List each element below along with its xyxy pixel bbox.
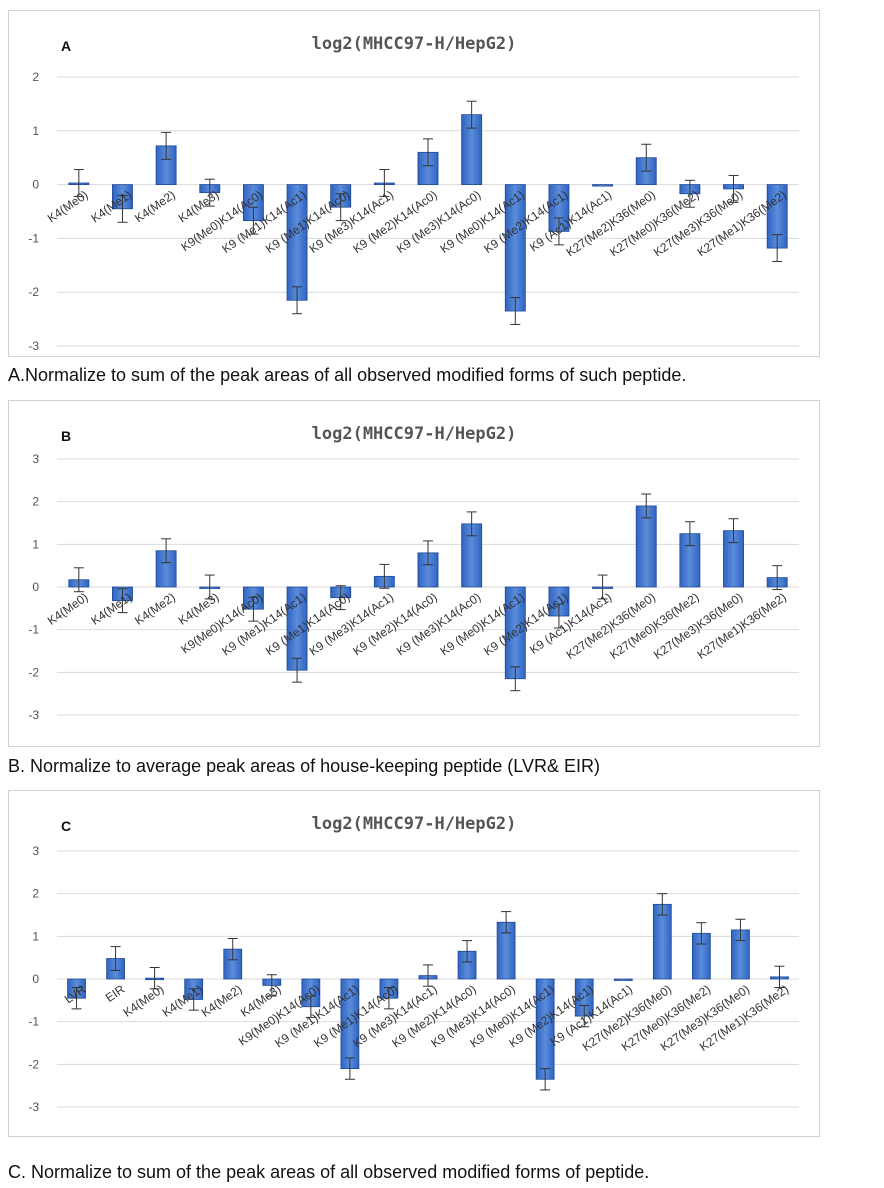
x-tick-label: K4(Me2) <box>199 982 245 1020</box>
y-tick-label: -2 <box>28 1057 39 1071</box>
x-tick-label: K4(Me1) <box>160 982 206 1020</box>
y-tick-label: 2 <box>32 70 39 84</box>
y-tick-label: -2 <box>28 665 39 679</box>
y-tick-label: -3 <box>28 1100 39 1114</box>
chart-title: log2(MHCC97-H/HepG2) <box>312 814 517 834</box>
y-tick-label: -1 <box>28 231 39 245</box>
bar <box>613 978 633 981</box>
chart-title: log2(MHCC97-H/HepG2) <box>312 34 517 54</box>
panel-letter: B <box>61 428 71 444</box>
y-tick-label: 1 <box>32 124 39 138</box>
y-tick-label: 2 <box>32 495 39 509</box>
y-tick-label: -2 <box>28 285 39 299</box>
y-tick-label: 0 <box>32 178 39 192</box>
y-tick-label: -1 <box>28 1015 39 1029</box>
x-tick-label: K4(Me0) <box>45 188 91 226</box>
y-tick-label: 2 <box>32 887 39 901</box>
y-tick-label: 3 <box>32 452 39 466</box>
x-tick-label: K4(Me0) <box>45 590 91 628</box>
x-tick-label: K4(Me2) <box>132 188 178 226</box>
panel-letter: C <box>61 818 71 834</box>
x-tick-label: K4(Me2) <box>132 590 178 628</box>
caption-b: B. Normalize to average peak areas of ho… <box>8 756 600 776</box>
y-tick-label: 0 <box>32 580 39 594</box>
chart-title: log2(MHCC97-H/HepG2) <box>312 424 517 444</box>
y-tick-label: 1 <box>32 929 39 943</box>
y-tick-label: 0 <box>32 972 39 986</box>
y-tick-label: -3 <box>28 708 39 722</box>
panel-letter: A <box>61 38 71 54</box>
y-tick-label: 3 <box>32 844 39 858</box>
y-tick-label: -1 <box>28 623 39 637</box>
bar <box>592 184 614 187</box>
x-tick-label: K4(Me1) <box>88 590 134 628</box>
x-tick-label: EIR <box>103 982 128 1005</box>
bar <box>652 903 672 980</box>
x-tick-label: K4(Me0) <box>121 982 167 1020</box>
caption-c: C. Normalize to sum of the peak areas of… <box>8 1162 650 1182</box>
caption-a: A.Normalize to sum of the peak areas of … <box>8 365 687 385</box>
y-tick-label: 1 <box>32 537 39 551</box>
y-tick-label: -3 <box>28 339 39 353</box>
